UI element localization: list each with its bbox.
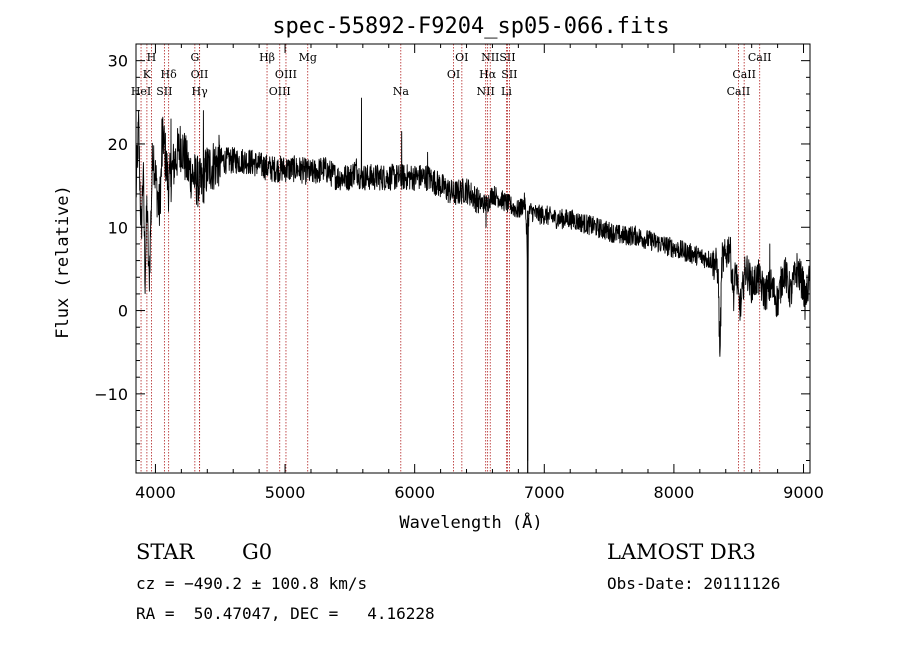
line-marker-label: OI <box>447 68 460 81</box>
line-marker-label: OI <box>455 51 468 64</box>
line-marker-label: Hα <box>479 68 497 81</box>
x-tick-label: 8000 <box>654 483 695 502</box>
line-marker-label: K <box>143 68 152 81</box>
object-subclass: G0 <box>242 540 273 564</box>
line-marker-label: CaII <box>732 68 756 81</box>
line-marker-label: Mg <box>299 51 317 64</box>
y-tick-label: 30 <box>108 52 128 71</box>
line-marker-label: Na <box>393 85 410 98</box>
x-axis-label: Wavelength (Å) <box>399 511 542 533</box>
line-marker-label: Hγ <box>192 85 209 98</box>
line-marker-label: CaII <box>748 51 772 64</box>
object-class: STAR <box>136 540 195 564</box>
line-marker-label: Hβ <box>259 51 275 64</box>
x-axis: 4000 5000 6000 7000 8000 9000 <box>135 44 824 502</box>
spectrum-layer <box>135 97 811 473</box>
x-tick-label: 4000 <box>135 483 176 502</box>
x-tick-label: 7000 <box>524 483 565 502</box>
survey-name: LAMOST DR3 <box>607 540 756 564</box>
spectrum-line <box>135 97 811 461</box>
line-marker-label: NII <box>477 85 495 98</box>
line-marker-label: Hδ <box>161 68 178 81</box>
coordinates: RA = 50.47047, DEC = 4.16228 <box>136 604 435 623</box>
y-tick-label: 0 <box>118 302 128 321</box>
chart-title: spec-55892-F9204_sp05-066.fits <box>272 14 669 39</box>
line-marker-label: SII <box>499 51 515 64</box>
y-axis-label: Flux (relative) <box>53 185 73 339</box>
y-tick-label: 10 <box>108 218 128 237</box>
y-tick-label: −10 <box>94 385 128 404</box>
x-tick-label: 6000 <box>394 483 435 502</box>
line-marker-label: OIII <box>275 68 297 81</box>
y-tick-label: 20 <box>108 135 128 154</box>
line-marker-label: SII <box>501 68 517 81</box>
line-marker-label: CaII <box>727 85 751 98</box>
line-marker-label: OIII <box>269 85 291 98</box>
plot-frame <box>135 43 811 474</box>
line-marker-label: HeI <box>131 85 151 98</box>
obs-date: Obs-Date: 20111126 <box>607 574 781 593</box>
line-marker-label: Li <box>501 85 512 98</box>
x-tick-label: 9000 <box>783 483 824 502</box>
line-marker-label: SII <box>156 85 172 98</box>
line-marker-label: NII <box>481 51 499 64</box>
line-marker-label: G <box>190 51 199 64</box>
line-marker-label: H <box>147 51 157 64</box>
redshift-line: cz = −490.2 ± 100.8 km/s <box>136 574 368 593</box>
y-axis: −10 0 10 20 30 <box>94 43 810 462</box>
x-tick-label: 5000 <box>265 483 306 502</box>
